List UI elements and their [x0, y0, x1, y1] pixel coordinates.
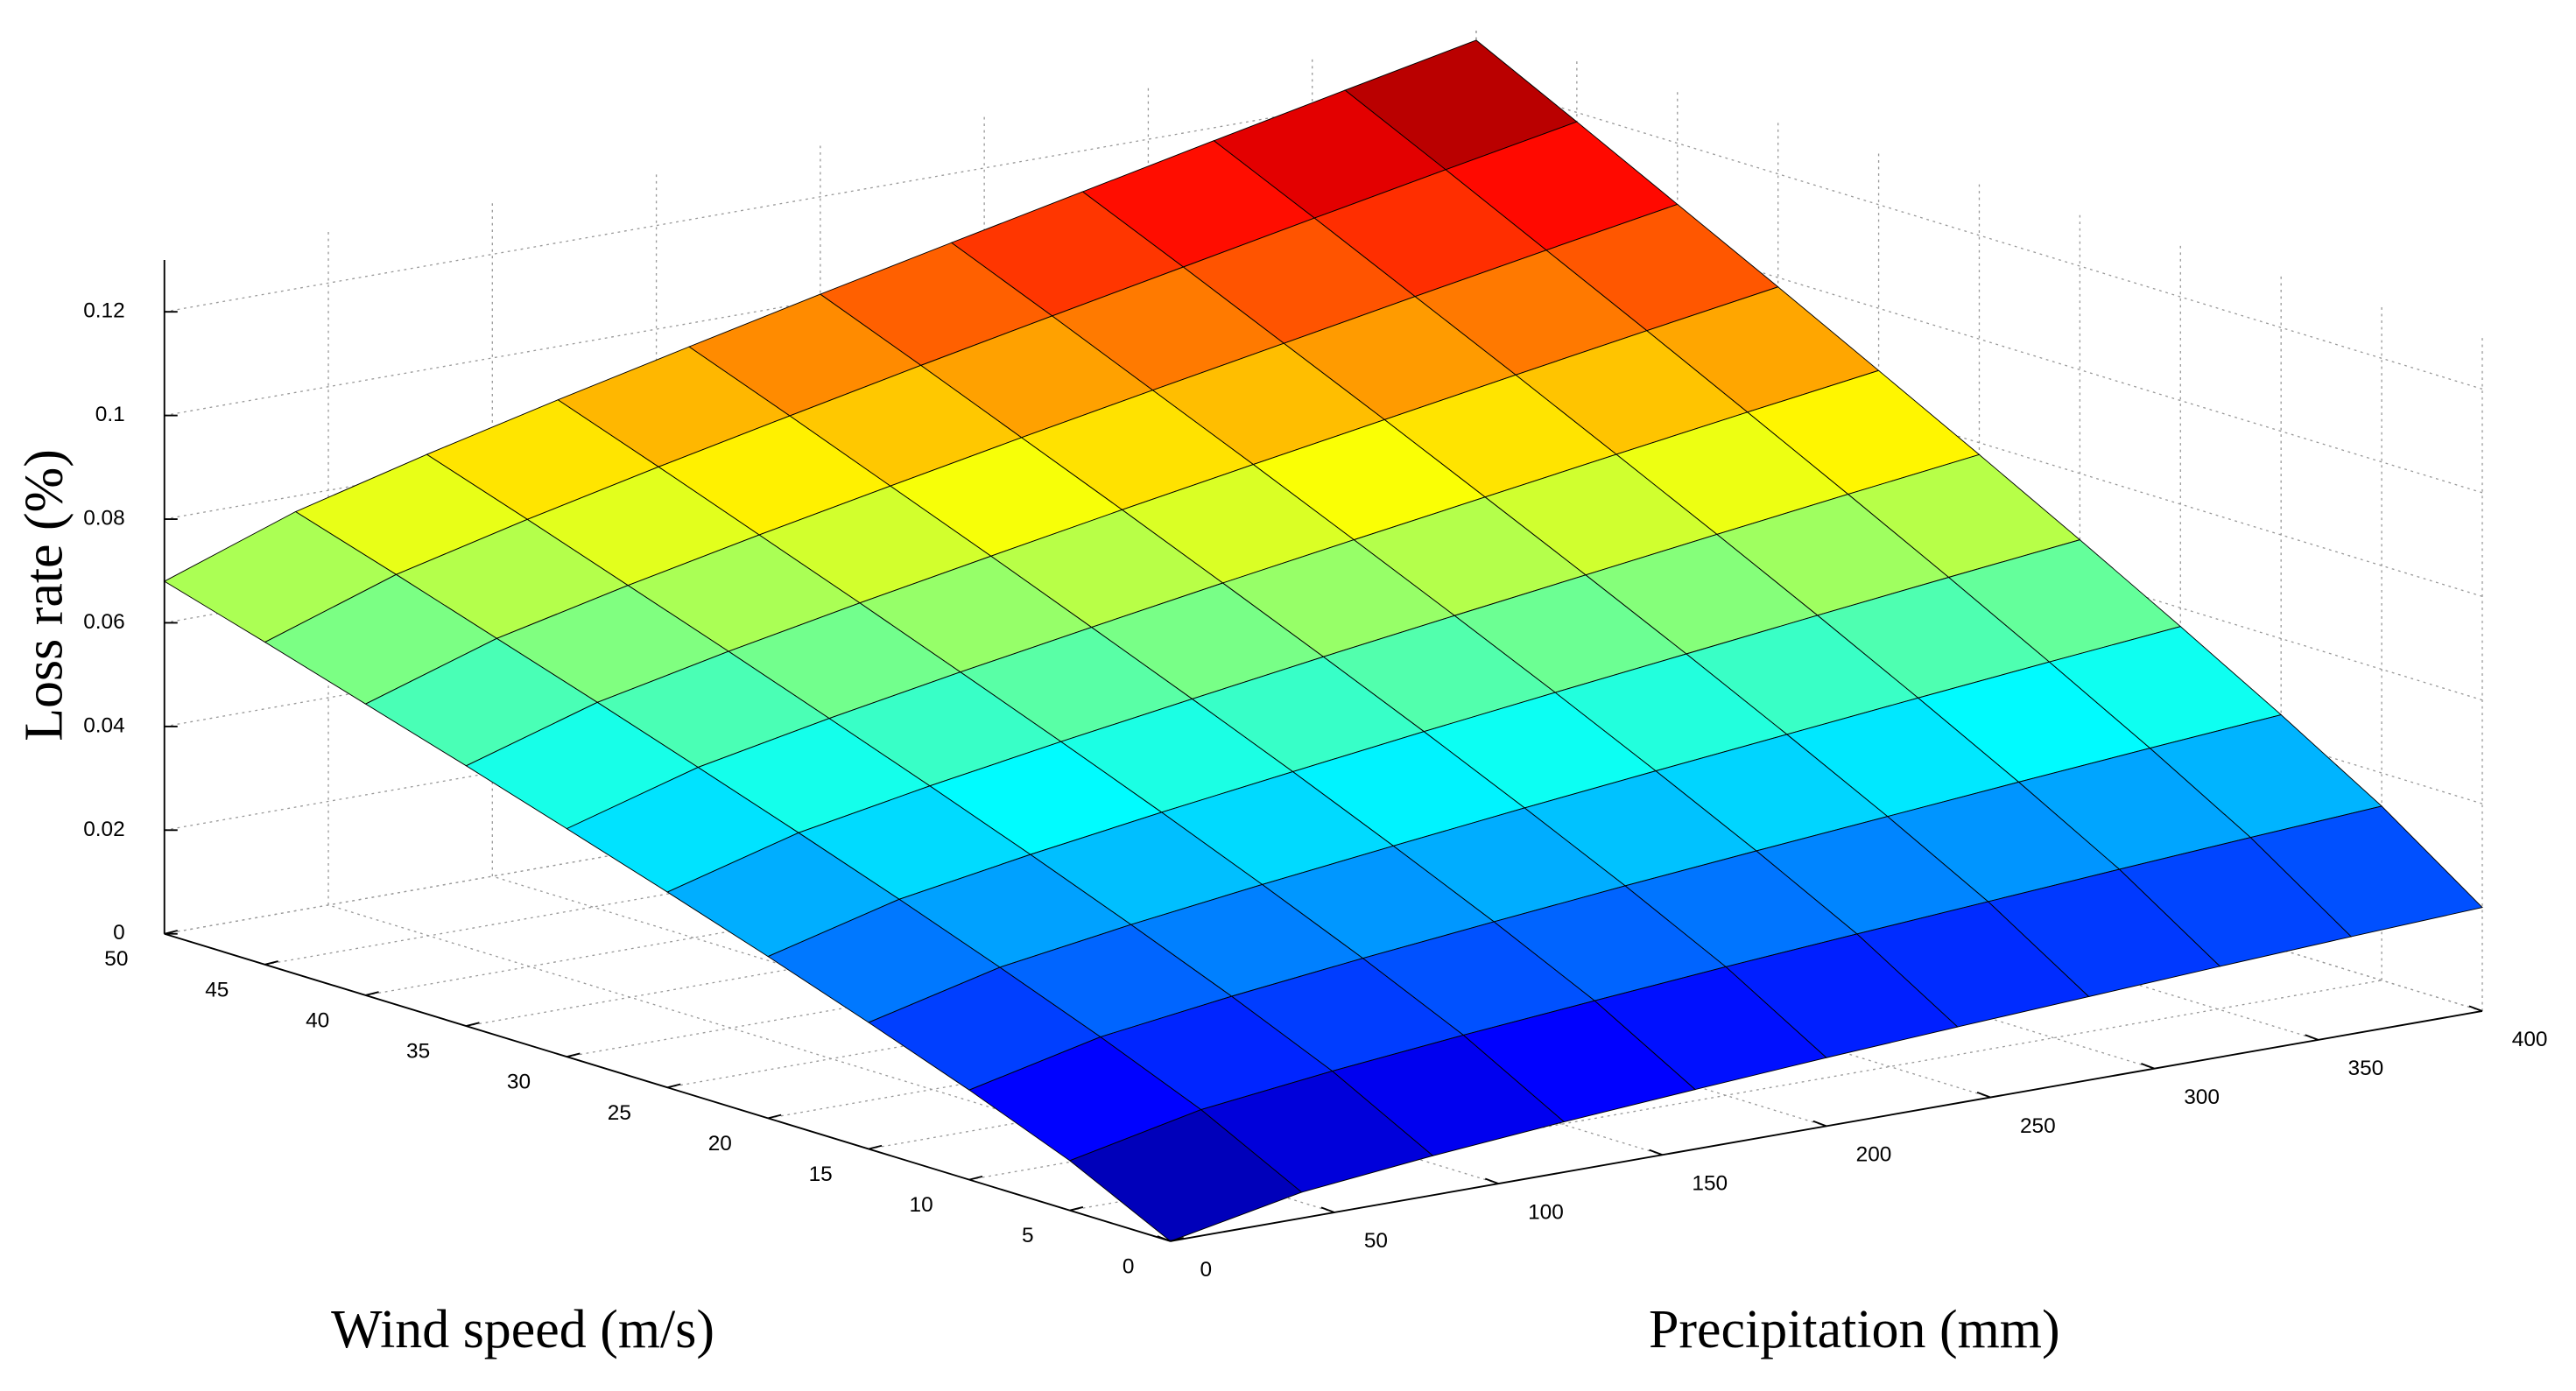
y-tick — [365, 991, 379, 996]
z-tick-label: 0.12 — [83, 299, 124, 323]
y-axis-label: Wind speed (m/s) — [331, 1300, 714, 1359]
y-tick — [1069, 1206, 1084, 1212]
y-tick-label: 50 — [104, 947, 128, 971]
grid-line — [1475, 81, 2483, 390]
y-tick-label: 20 — [708, 1132, 732, 1156]
y-tick — [466, 1022, 480, 1027]
x-tick — [1320, 1206, 1335, 1213]
z-tick-label: 0.04 — [83, 713, 124, 737]
z-tick-label: 0.08 — [83, 506, 124, 530]
y-tick-label: 45 — [205, 978, 229, 1001]
y-tick-label: 25 — [608, 1101, 631, 1125]
x-tick — [1976, 1092, 1991, 1099]
x-tick — [1649, 1149, 1663, 1156]
y-tick-label: 0 — [1123, 1254, 1135, 1278]
x-tick-label: 50 — [1364, 1229, 1388, 1253]
y-tick — [968, 1175, 983, 1181]
y-tick-label: 15 — [809, 1163, 833, 1186]
y-tick-label: 40 — [306, 1008, 329, 1032]
x-tick-label: 250 — [2020, 1114, 2056, 1138]
z-axis-label: Loss rate (%) — [15, 449, 74, 741]
x-axis-label: Precipitation (mm) — [1649, 1300, 2060, 1359]
y-tick-label: 35 — [406, 1040, 430, 1064]
x-tick-label: 150 — [1692, 1172, 1728, 1196]
y-tick — [264, 960, 278, 966]
x-tick-label: 350 — [2348, 1057, 2384, 1080]
axes: 0510152025303540455005010015020025030035… — [83, 259, 2548, 1282]
x-tick — [1157, 1235, 1172, 1242]
y-tick — [667, 1083, 681, 1089]
grid-line — [164, 81, 1477, 313]
grid-line — [1069, 980, 2382, 1212]
z-tick-label: 0.06 — [83, 610, 124, 634]
surface-patch — [1068, 1109, 1303, 1242]
y-tick — [567, 1052, 581, 1058]
x-tick — [2468, 1005, 2483, 1012]
z-tick-label: 0 — [113, 921, 125, 945]
x-tick-label: 200 — [1856, 1143, 1892, 1167]
x-tick — [2141, 1063, 2155, 1070]
y-tick-label: 10 — [910, 1193, 933, 1217]
y-tick — [868, 1144, 883, 1150]
x-tick — [1484, 1177, 1499, 1184]
grid-line — [327, 904, 1335, 1213]
z-tick-label: 0.02 — [83, 818, 124, 841]
x-tick-label: 400 — [2512, 1028, 2548, 1051]
y-tick-label: 30 — [507, 1071, 531, 1094]
x-tick-label: 100 — [1528, 1200, 1564, 1224]
x-tick — [1812, 1120, 1827, 1128]
grid-line — [492, 875, 1499, 1184]
y-tick — [1170, 1237, 1185, 1242]
x-tick — [2305, 1034, 2319, 1041]
y-tick-label: 5 — [1022, 1224, 1034, 1247]
y-tick — [767, 1114, 782, 1120]
surface — [163, 39, 2483, 1242]
x-tick-label: 0 — [1200, 1258, 1213, 1282]
x-tick-label: 300 — [2184, 1085, 2220, 1109]
z-tick-label: 0.1 — [95, 403, 125, 426]
